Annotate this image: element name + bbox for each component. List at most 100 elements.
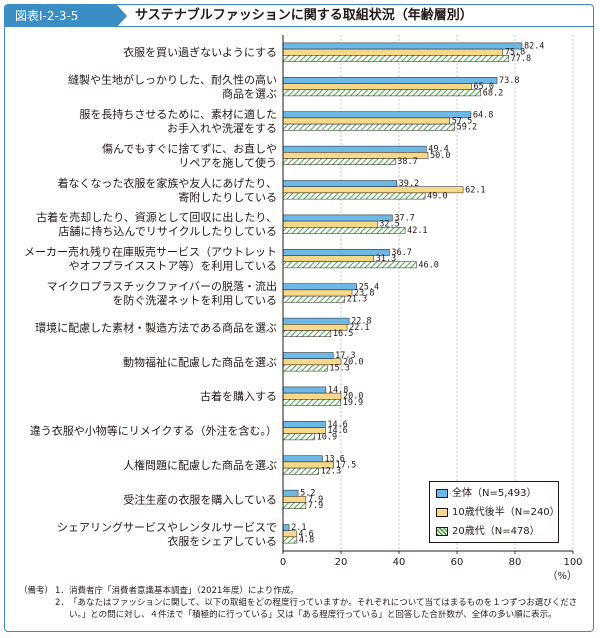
bar [282, 192, 426, 200]
data-label: 62.1 [465, 185, 485, 195]
bar [282, 255, 375, 262]
data-label: 37.7 [394, 214, 414, 224]
legend-label-twenties: 20歳代（N=478） [452, 526, 540, 537]
legend-swatch-late-teens [436, 507, 448, 517]
data-label: 50.0 [430, 151, 450, 161]
legend-swatch-overall [436, 488, 448, 498]
data-label: 4.8 [299, 536, 314, 546]
data-label: 14.6 [327, 426, 347, 436]
bar [282, 467, 319, 475]
category-label: やオフプライスストア等）を利用している [69, 259, 277, 273]
x-tick-label: 80 [509, 557, 522, 568]
data-label: 20.0 [343, 392, 363, 402]
bar [282, 158, 396, 165]
legend-swatch-twenties [436, 526, 448, 536]
category-label: 着なくなった衣服を家族や友人にあげたり、 [57, 176, 277, 190]
bar [282, 111, 472, 119]
category-label: 店舗に持ち込んでリサイクルしたりしている [58, 224, 277, 238]
category-label: メーカー売れ残り在庫販売サービス（アウトレット [24, 245, 277, 259]
category-label: 古着を購入する [200, 389, 277, 403]
x-axis: 0 20 40 60 80 100 （%） [280, 35, 583, 582]
data-label: 73.8 [499, 76, 519, 86]
x-tick-label: 100 [563, 557, 582, 568]
bar [282, 83, 472, 90]
data-label: 36.7 [391, 248, 411, 258]
bar [282, 330, 332, 337]
legend-label-overall: 全体（N=5,493） [452, 488, 537, 499]
data-label: 12.3 [321, 467, 341, 477]
bar [282, 261, 417, 269]
bar [282, 421, 326, 428]
bar [282, 180, 397, 187]
bar [282, 249, 390, 256]
bar [282, 227, 406, 234]
data-label: 32.5 [379, 220, 399, 230]
legend-label-late-teens: 10歳代後半（N=240） [452, 507, 560, 518]
bar [282, 536, 298, 544]
note-number: 1． [55, 586, 69, 596]
category-label: 衣服を買い過ぎないようにする [123, 45, 277, 59]
data-label: 2.1 [291, 523, 306, 533]
category-label: 縫製や生地がしっかりした、耐久性の高い [68, 73, 277, 87]
data-label: 19.9 [343, 398, 363, 408]
data-label: 23.8 [354, 289, 374, 299]
category-label: 環境に配慮した素材・製造方法である商品を選ぶ [35, 320, 277, 334]
bar [282, 317, 350, 325]
note-1: （備考） 1． 消費者庁「消費者意識基本調査」（2021年度）により作成。 [19, 585, 579, 597]
notes-heading: （備考） [19, 586, 54, 596]
category-label: シェアリングサービスやレンタルサービスで [57, 520, 277, 534]
data-label: 15.3 [329, 364, 349, 374]
bar [282, 502, 307, 509]
data-label: 65.0 [474, 82, 494, 92]
bar [282, 399, 341, 406]
data-label: 10.9 [317, 432, 337, 442]
category-label: 傷んでもすぐに捨てずに、お直しや [102, 141, 277, 155]
data-label: 49.4 [428, 145, 448, 155]
data-label: 57.5 [452, 117, 472, 127]
note-text: 「あなたはファッションに関して、以下の取組をどの程度行っていますか。それぞれにつ… [69, 598, 578, 620]
category-label: マイクロプラスチックファイバーの脱落・流出 [47, 279, 277, 293]
bar [282, 77, 498, 84]
bar [282, 524, 290, 531]
category-label: お手入れや洗濯をする [167, 121, 277, 135]
data-label: 7.9 [308, 501, 323, 511]
category-label: 受注生産の衣服を購入している [123, 492, 277, 506]
note-number: 2． [55, 598, 69, 608]
category-label: を防ぐ洗濯ネットを利用している [112, 293, 277, 307]
data-label: 82.4 [524, 42, 544, 52]
category-label: 違う衣服や小物等にリメイクする（外注を含む。） [30, 424, 277, 438]
legend: 全体（N=5,493） 10歳代後半（N=240） 20歳代（N=478） [429, 481, 560, 543]
legend-item-twenties: 20歳代（N=478） [436, 525, 540, 539]
data-label: 75.8 [505, 48, 525, 58]
note-text: 消費者庁「消費者意識基本調査」（2021年度）により作成。 [69, 586, 299, 596]
x-axis-unit-label: （%） [547, 570, 577, 582]
title-bar: 図表Ⅰ-2-3-5 サステナブルファッションに関する取組状況（年齢層別） [5, 5, 593, 27]
data-label: 59.2 [457, 123, 477, 133]
bar [282, 48, 504, 56]
data-label: 17.5 [336, 461, 356, 471]
category-label: 商品を選ぶ [222, 87, 277, 101]
category-label: リペアを施して使う [178, 156, 277, 169]
bar [282, 392, 342, 400]
data-label: 21.3 [347, 295, 367, 305]
bar [282, 455, 323, 463]
data-label: 64.8 [473, 110, 493, 120]
bar [282, 89, 482, 97]
bar [282, 220, 378, 228]
bar [282, 283, 357, 291]
data-label: 38.7 [397, 157, 417, 167]
data-label: 77.8 [511, 54, 531, 64]
data-label: 17.3 [335, 351, 355, 361]
data-label: 42.1 [407, 226, 427, 236]
category-label: 服を長持ちさせるために、素材に適した [79, 107, 277, 121]
bar [282, 145, 427, 153]
category-labels: 衣服を買い過ぎないようにする縫製や生地がしっかりした、耐久性の高い商品を選ぶ服を… [24, 45, 277, 548]
x-tick-label: 60 [451, 557, 464, 568]
note-2: 2． 「あなたはファッションに関して、以下の取組をどの程度行っていますか。それぞ… [19, 597, 579, 621]
legend-item-late-teens: 10歳代後半（N=240） [436, 506, 560, 520]
bar-chart: 82.475.877.8 73.8 65.068.2 64.857.559.2 49.4… [24, 35, 583, 582]
data-label: 7.9 [308, 495, 323, 505]
data-label: 46.0 [418, 260, 438, 270]
data-label: 16.5 [333, 329, 353, 339]
category-label: 人権問題に配慮した商品を選ぶ [123, 458, 277, 472]
